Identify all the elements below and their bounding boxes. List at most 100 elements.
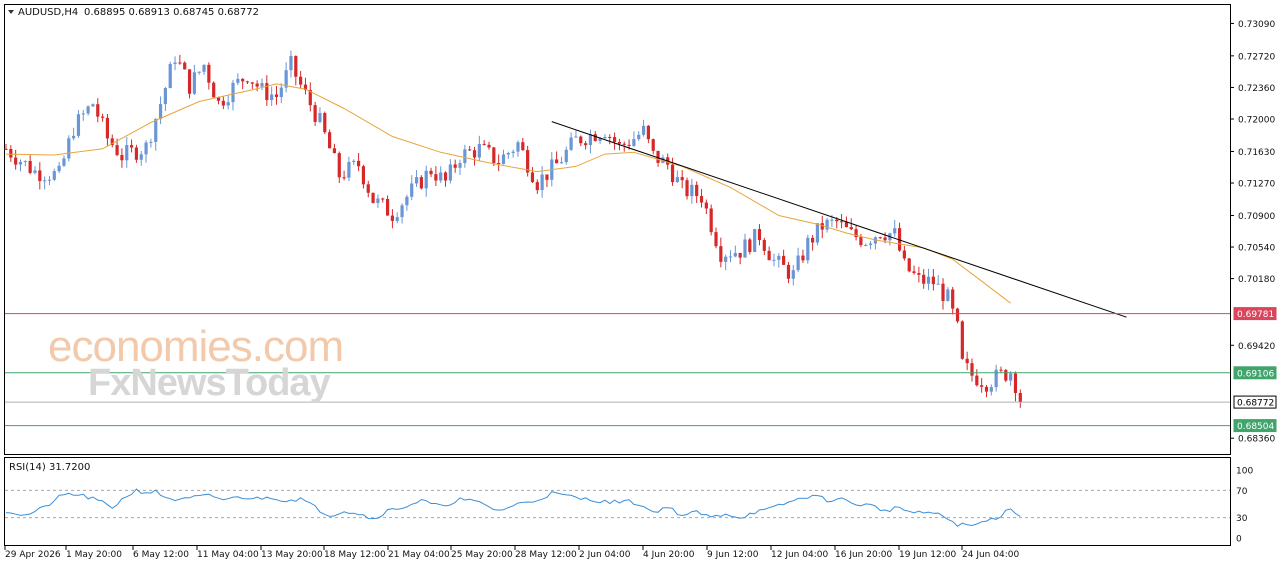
candle-body — [782, 255, 786, 265]
candle-body — [709, 208, 713, 233]
candle-body — [989, 387, 993, 392]
candle-body — [255, 83, 259, 87]
candle-body — [299, 76, 303, 85]
candle-body — [835, 219, 839, 222]
candle-body — [236, 78, 240, 83]
candle-body — [825, 219, 829, 230]
ohlc-values: 0.68895 0.68913 0.68745 0.68772 — [84, 7, 259, 18]
x-tick-label: 16 Jun 20:00 — [835, 550, 892, 560]
candle-body — [38, 170, 42, 182]
candle-body — [260, 83, 264, 87]
candle-body — [110, 138, 114, 146]
candle-body — [405, 196, 409, 206]
candle-body — [917, 273, 921, 275]
candle-body — [646, 125, 650, 140]
candle-body — [641, 125, 646, 135]
candle-body — [192, 72, 196, 94]
candle-body — [308, 90, 312, 106]
candle-body — [453, 164, 457, 168]
candle-body — [704, 202, 708, 209]
candle-body — [675, 177, 679, 183]
candle-body — [501, 154, 506, 165]
candle-body — [356, 160, 361, 167]
candle-body — [410, 183, 414, 197]
candle-body — [786, 264, 791, 279]
candle-body — [105, 117, 110, 139]
candle-body — [67, 138, 71, 159]
x-tick-label: 6 May 12:00 — [133, 550, 189, 560]
candle-body — [294, 56, 298, 77]
candle-body — [762, 240, 766, 251]
candle-body — [347, 162, 351, 178]
candle-body — [149, 141, 153, 143]
candle-body — [955, 308, 960, 322]
candle-body — [43, 180, 47, 182]
candle-body — [57, 165, 61, 172]
candle-body — [274, 94, 279, 98]
candle-body — [439, 172, 443, 181]
candle-body — [163, 88, 167, 105]
candle-body — [429, 170, 433, 175]
candle-body — [912, 271, 916, 274]
candle-body — [385, 198, 390, 216]
candle-body — [984, 386, 989, 392]
candle-body — [555, 159, 559, 164]
candle-body — [584, 143, 588, 146]
candle-body — [9, 149, 13, 158]
candle-body — [231, 82, 235, 103]
candle-body — [303, 84, 308, 91]
candle-body — [849, 227, 853, 230]
candle-body — [627, 144, 631, 146]
level-label-support: 0.68504 — [1237, 422, 1274, 432]
rsi-axis-label: 0 — [1236, 535, 1242, 545]
candle-body — [144, 142, 148, 155]
candle-body — [1009, 373, 1013, 381]
candle-body — [318, 113, 322, 122]
candle-body — [931, 276, 935, 285]
symbol-label: AUDUSD,H4 — [18, 7, 78, 18]
candle-body — [820, 223, 824, 230]
rsi-axis-label: 70 — [1236, 487, 1248, 497]
candle-body — [724, 256, 728, 262]
trendline[interactable] — [551, 121, 1127, 318]
candle-body — [951, 289, 955, 309]
x-tick-label: 11 May 04:00 — [197, 550, 259, 560]
main-chart-frame — [4, 4, 1231, 455]
symbol-menu-triangle-icon[interactable] — [8, 10, 14, 14]
candle-body — [23, 160, 27, 162]
level-label-resistance: 0.69781 — [1237, 310, 1274, 320]
y-tick-label: 0.72000 — [1238, 116, 1275, 126]
level-label-box — [1233, 419, 1277, 433]
candle-body — [187, 69, 192, 94]
candle-body — [115, 145, 119, 156]
y-tick-label: 0.71270 — [1238, 180, 1275, 190]
candle-body — [492, 147, 496, 163]
candle-body — [284, 70, 288, 88]
candle-body — [154, 118, 158, 142]
candle-body — [183, 62, 187, 70]
candle-body — [62, 158, 66, 166]
candle-body — [868, 243, 873, 245]
level-label-box — [1233, 395, 1277, 409]
candle-body — [699, 196, 704, 203]
candle-body — [791, 270, 795, 279]
candle-body — [728, 256, 733, 258]
candle-body — [129, 145, 134, 148]
candle-body — [381, 198, 385, 200]
candle-body — [332, 148, 337, 154]
y-tick-label: 0.72360 — [1238, 84, 1275, 94]
candle-body — [970, 363, 974, 376]
candle-body — [376, 198, 380, 203]
candle-body — [844, 221, 849, 228]
level-label-box — [1233, 366, 1277, 380]
candle-body — [506, 153, 510, 155]
candle-body — [738, 252, 742, 258]
candle-body — [922, 274, 926, 284]
axis-layers: 0.73090 0.72720 0.72360 0.72000 0.71630 0.712… — [4, 20, 1277, 560]
y-tick-label: 0.72720 — [1238, 52, 1275, 62]
candle-body — [530, 172, 535, 183]
x-tick-label: 28 May 12:00 — [515, 550, 577, 560]
candle-body — [400, 205, 404, 218]
candle-body — [477, 143, 481, 158]
candle-body — [907, 258, 911, 272]
